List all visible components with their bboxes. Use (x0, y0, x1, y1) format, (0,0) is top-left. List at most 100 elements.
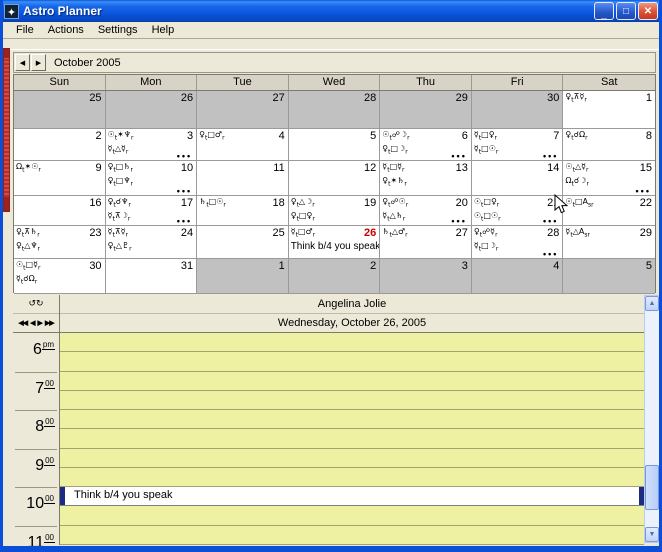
planner-scrollbar[interactable]: ▲ ▼ (644, 295, 659, 543)
time-slot[interactable] (60, 352, 644, 372)
time-slot[interactable]: Think b/4 you speak (60, 487, 644, 507)
calendar-day-cell[interactable]: 26 (105, 91, 198, 129)
calendar-day-cell[interactable]: ☿t△Asr 29 (563, 226, 655, 259)
calendar-day-cell[interactable]: ☿t⊼☿r ♀t△♇r 24 (105, 226, 198, 259)
titlebar[interactable]: ✦ Astro Planner _ □ ✕ (3, 0, 659, 22)
calendar-day-cell[interactable]: 25 (197, 226, 289, 259)
event-handle-left[interactable] (60, 487, 65, 506)
time-slot[interactable] (60, 448, 644, 468)
hour-label: 700 (35, 378, 55, 397)
more-events-indicator[interactable]: ••• (542, 216, 559, 226)
calendar-day-cell[interactable]: 4 (471, 259, 564, 294)
calendar-day-cell[interactable]: ☉t□Asr 22 (563, 196, 655, 226)
calendar-day-cell[interactable]: 30 (471, 91, 564, 129)
maximize-button[interactable]: □ (616, 2, 636, 20)
calendar-day-cell[interactable]: 16 (14, 196, 106, 226)
calendar-day-cell[interactable]: 5 (288, 129, 381, 161)
calendar-day-cell[interactable]: ♄t△♂r 27 (380, 226, 472, 259)
menu-item-settings[interactable]: Settings (97, 24, 138, 36)
menu-item-actions[interactable]: Actions (47, 24, 84, 36)
planner-nav-arrow-0[interactable]: ◀◀ (18, 320, 28, 327)
more-events-indicator[interactable]: ••• (176, 186, 193, 196)
more-events-indicator[interactable]: ••• (451, 151, 467, 161)
calendar-day-cell[interactable]: 2 (14, 129, 106, 161)
calendar-day-cell[interactable]: ☉t□☿r ☿t☌Ωr 30 (14, 259, 106, 294)
cell-content: ☉t✶♆r ☿t△☿r (108, 130, 181, 157)
calendar-day-cell[interactable]: 31 (105, 259, 198, 294)
aspect-line: ♀t☌Ωr (565, 130, 588, 142)
event-handle-right[interactable] (639, 487, 644, 506)
cell-content: ♀t△☽r ♀t□♀r (291, 197, 364, 224)
time-slot[interactable] (60, 506, 644, 526)
calendar-day-cell[interactable]: ☉t✶♆r ☿t△☿r 3 ••• (105, 129, 198, 161)
menu-bar: File Actions Settings Help (3, 22, 659, 38)
planner-nav-arrow-3[interactable]: ▶▶ (44, 320, 55, 327)
more-events-indicator[interactable]: ••• (451, 216, 467, 226)
calendar-day-cell[interactable]: ♀t⊼♄r ♀t△♆r 23 (14, 226, 106, 259)
more-events-indicator[interactable]: ••• (635, 186, 651, 196)
toolbar-strip (3, 38, 659, 50)
calendar-day-cell[interactable]: 11 (197, 161, 289, 196)
prev-month-button[interactable]: ◀ (15, 54, 30, 71)
time-slot[interactable] (60, 371, 644, 391)
history-icon[interactable]: ↺↻ (13, 295, 59, 314)
calendar-day-cell[interactable]: ♀t□♄r ♀t□♆r 10 ••• (105, 161, 198, 196)
scroll-up-icon[interactable]: ▲ (645, 296, 659, 311)
calendar-day-cell[interactable]: ☿t□♀r ☿t□☉r 7 ••• (471, 129, 564, 161)
aspect-line: Ωt☌☽r (565, 175, 589, 188)
more-events-indicator[interactable]: ••• (176, 216, 193, 226)
calendar-day-cell[interactable]: Ωt✶☉r 9 (14, 161, 106, 196)
calendar-day-cell[interactable]: 14 (471, 161, 564, 196)
calendar-day-cell[interactable]: 1 (197, 259, 289, 294)
time-slot[interactable] (60, 429, 644, 449)
day-number: 11 (273, 162, 285, 174)
scroll-down-icon[interactable]: ▼ (645, 527, 659, 542)
calendar-day-cell[interactable]: 25 (14, 91, 106, 129)
calendar-day-cell[interactable]: ♀t☌♆r ☿t⊼☽r 17 ••• (105, 196, 198, 226)
calendar-day-cell[interactable]: 27 (197, 91, 289, 129)
calendar-day-cell[interactable]: 12 (288, 161, 381, 196)
more-events-indicator[interactable]: ••• (176, 151, 193, 161)
calendar-day-cell[interactable]: ♄t□☉r 18 (197, 196, 289, 226)
calendar-day-cell[interactable]: 29 (380, 91, 472, 129)
time-slot[interactable] (60, 525, 644, 545)
more-events-indicator[interactable]: ••• (542, 151, 559, 161)
calendar-day-cell[interactable]: ♀t△☽r ♀t□♀r 19 (288, 196, 381, 226)
calendar-day-cell[interactable]: ☉t□♀r ☉t□☉r 21 ••• (471, 196, 564, 226)
calendar-day-cell[interactable]: ☿t□♂r Think b/4 you speak 26 (288, 226, 381, 259)
menu-item-help[interactable]: Help (151, 24, 175, 36)
time-slot[interactable] (60, 467, 644, 488)
scrollbar-thumb[interactable] (645, 465, 659, 510)
calendar-day-cell[interactable]: ☿t□☿r ♀t✶♄r 13 (380, 161, 472, 196)
aspect-line: ☿t△♄r (382, 210, 406, 223)
cell-content: ☉t□♀r ☉t□☉r (474, 197, 547, 224)
calendar-day-cell[interactable]: ♀t☍☉r ☿t△♄r 20 ••• (380, 196, 472, 226)
time-grid[interactable]: Think b/4 you speak (60, 333, 644, 545)
vertical-red-scrollbar[interactable] (3, 48, 10, 212)
more-events-indicator[interactable]: ••• (542, 249, 559, 259)
planner-date: Wednesday, October 26, 2005 (277, 317, 427, 329)
planner-nav-arrow-2[interactable]: ▶ (37, 320, 43, 327)
calendar-day-cell[interactable]: ♀t☍☿r ☿t□☽r 28 ••• (471, 226, 564, 259)
calendar-day-cell[interactable]: 3 (380, 259, 472, 294)
minimize-button[interactable]: _ (594, 2, 614, 20)
time-slot[interactable] (60, 410, 644, 430)
calendar-day-cell[interactable]: ☉t△☿r Ωt☌☽r 15 ••• (563, 161, 655, 196)
time-slot[interactable] (60, 390, 644, 411)
calendar-day-cell[interactable]: 28 (288, 91, 381, 129)
calendar-day-cell[interactable]: 5 (563, 259, 655, 294)
calendar-day-cell[interactable]: ☉t☍☽r ♀t□☽r 6 ••• (380, 129, 472, 161)
next-month-button[interactable]: ▶ (31, 54, 46, 71)
aspect-line: ☉t✶♆r (107, 130, 134, 142)
menu-item-file[interactable]: File (16, 24, 34, 36)
cell-content: ♀t□♂r (199, 130, 272, 144)
aspect-line: ☉t△☿r (565, 162, 589, 174)
close-button[interactable]: ✕ (638, 2, 658, 20)
calendar-day-cell[interactable]: ♀t⊼☿r 1 (563, 91, 655, 129)
calendar-day-cell[interactable]: 2 (288, 259, 381, 294)
planner-nav-arrow-1[interactable]: ◀ (30, 320, 35, 327)
calendar-day-cell[interactable]: ♀t☌Ωr 8 (563, 129, 655, 161)
hour-label: 6pm (32, 340, 55, 358)
calendar-day-cell[interactable]: ♀t□♂r 4 (197, 129, 289, 161)
time-slot[interactable] (60, 333, 644, 353)
